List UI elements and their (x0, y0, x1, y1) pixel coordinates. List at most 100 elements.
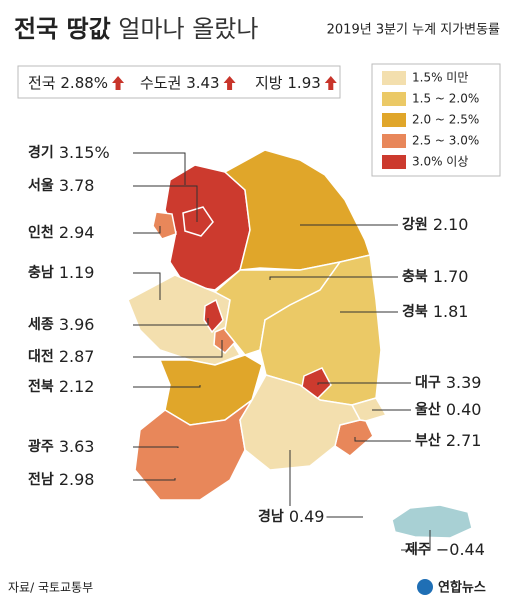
summary-name: 전국 (28, 74, 56, 92)
labels: 경기 3.15% 서울 3.78 인천 2.94 충남 1.19 세종 3.96 대전 2… (26, 142, 485, 559)
region-label: 경북 1.81 (402, 302, 468, 321)
region (203, 298, 224, 334)
region-name: 제주 (405, 542, 431, 558)
summary-value: 1.93 (287, 74, 320, 92)
region-name: 강원 (402, 216, 428, 233)
summary-item: 전국 2.88% (28, 74, 108, 92)
region-name: 대구 (415, 375, 441, 391)
region-label: 울산 0.40 (415, 400, 481, 419)
label-bg (26, 436, 97, 458)
region-value: 3.63 (59, 437, 95, 456)
region (391, 504, 473, 539)
region-value: 0.40 (446, 400, 482, 419)
region-name: 서울 (28, 177, 54, 194)
leader-line (317, 382, 411, 385)
title: 전국 땅값 얼마나 올랐나 (14, 15, 258, 43)
label-bg (26, 469, 97, 491)
leader-line (269, 276, 398, 280)
region-label: 경남 0.49 (258, 507, 324, 526)
map (127, 149, 473, 539)
legend-swatch (382, 134, 406, 148)
region-value: 1.19 (59, 263, 95, 282)
leader-line (133, 385, 201, 388)
region-name: 세종 (28, 317, 54, 333)
leader-line (133, 152, 186, 185)
region-label: 제주 −0.44 (405, 540, 485, 559)
region-value: 2.10 (433, 215, 469, 234)
leader-line (401, 530, 431, 551)
label-bg (256, 506, 327, 528)
legend-label: 2.5 ~ 3.0% (412, 134, 479, 148)
region-name: 광주 (28, 438, 54, 455)
subtitle: 2019년 3분기 누계 지가변동률 (327, 23, 500, 38)
region-label: 충남 1.19 (28, 263, 94, 282)
region-name: 전남 (28, 471, 54, 488)
credit: 연합뉴스 (438, 580, 486, 596)
legend-swatch (382, 71, 406, 85)
label-bg (26, 175, 97, 197)
region-name: 충남 (28, 264, 54, 281)
summary-name: 수도권 (140, 74, 181, 92)
region-label: 경기 3.15% (28, 143, 110, 162)
region-label: 인천 2.94 (28, 223, 94, 242)
leader-line (354, 437, 411, 442)
summary-box (17, 65, 341, 99)
region-label: 부산 2.71 (415, 431, 481, 450)
legend-label: 3.0% 이상 (412, 155, 468, 169)
region-name: 울산 (415, 401, 441, 418)
region-value: 0.49 (289, 507, 325, 526)
region-value: −0.44 (436, 540, 485, 559)
up-arrow (112, 76, 125, 90)
region-value: 3.39 (446, 373, 482, 392)
region-name: 전북 (28, 378, 54, 395)
region-name: 충북 (402, 269, 428, 285)
summary-value: 2.88% (60, 74, 108, 92)
leader-line (133, 478, 176, 481)
region-name: 경북 (402, 303, 428, 320)
region-label: 대전 2.87 (28, 347, 94, 366)
legend-swatch (382, 92, 406, 106)
region (152, 211, 177, 240)
leader-line (133, 340, 223, 358)
up-arrow (324, 76, 337, 90)
label-bg (26, 376, 97, 398)
label-bg (26, 346, 97, 368)
label-bg (26, 222, 97, 244)
region-value: 1.70 (433, 267, 469, 286)
region-value: 2.94 (59, 223, 95, 242)
region-name: 인천 (28, 224, 54, 241)
region (182, 206, 214, 237)
summary-value: 3.43 (186, 74, 219, 92)
summary-item: 지방 1.93 (255, 74, 321, 92)
region-value: 3.96 (59, 315, 95, 334)
region-value: 2.98 (59, 470, 95, 489)
region-value: 3.78 (59, 176, 95, 195)
leader-line (133, 446, 179, 448)
region-label: 충북 1.70 (402, 267, 468, 286)
region-name: 대전 (28, 348, 54, 365)
legend-swatch (382, 155, 406, 169)
region-label: 전북 2.12 (28, 377, 94, 396)
region-value: 2.87 (59, 347, 95, 366)
title-rest: 얼마나 올랐나 (118, 15, 258, 43)
legend-label: 1.5% 미만 (412, 71, 468, 85)
legend-label: 1.5 ~ 2.0% (412, 92, 479, 106)
leader-line (133, 185, 198, 222)
region (239, 374, 362, 471)
leader-line (133, 226, 161, 234)
region-value: 1.81 (433, 302, 469, 321)
region-value: 2.12 (59, 377, 95, 396)
label-bg (26, 314, 97, 336)
region-label: 전남 2.98 (28, 470, 94, 489)
summary-name: 지방 (255, 74, 283, 92)
leader-line (133, 272, 161, 300)
label-bg (26, 142, 112, 164)
legend-label: 2.0 ~ 2.5% (412, 113, 479, 127)
up-arrow (223, 76, 236, 90)
region-name: 경남 (258, 508, 284, 525)
title-main: 전국 땅값 (14, 15, 111, 43)
region-value: 2.71 (446, 431, 482, 450)
region-label: 강원 2.10 (402, 215, 468, 234)
region-value: 3.15% (59, 143, 110, 162)
region-label: 세종 3.96 (28, 315, 94, 334)
